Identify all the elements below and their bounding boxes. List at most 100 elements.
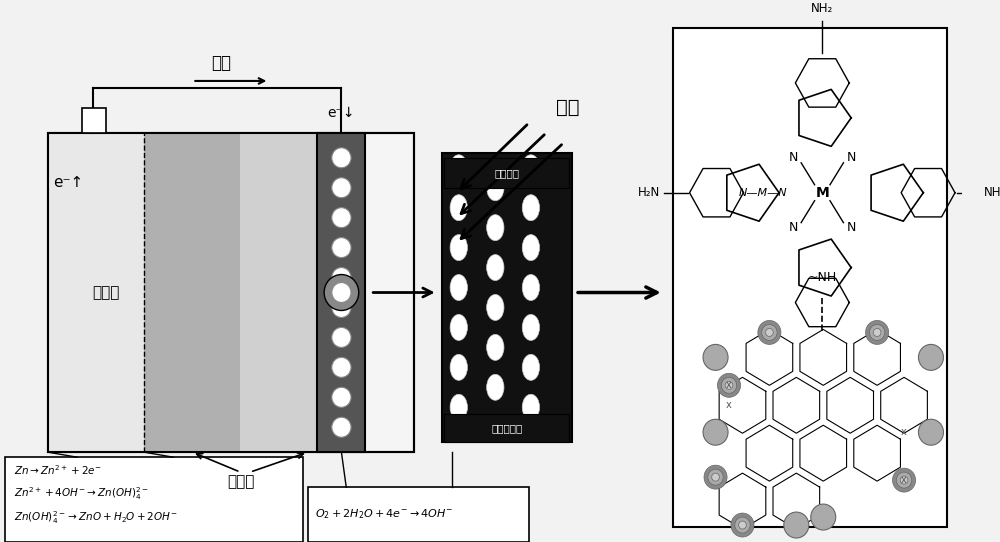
Circle shape bbox=[717, 373, 741, 397]
Text: $Zn \rightarrow Zn^{2+}+2e^{-}$: $Zn \rightarrow Zn^{2+}+2e^{-}$ bbox=[14, 463, 103, 477]
Circle shape bbox=[704, 345, 727, 369]
Circle shape bbox=[332, 282, 351, 302]
Text: e⁻↓: e⁻↓ bbox=[328, 106, 355, 120]
Text: x: x bbox=[726, 401, 732, 410]
Text: $O_2+2H_2O+4e^{-} \rightarrow 4OH^{-}$: $O_2+2H_2O+4e^{-} \rightarrow 4OH^{-}$ bbox=[315, 507, 454, 521]
Text: 放电: 放电 bbox=[211, 54, 231, 72]
Circle shape bbox=[812, 505, 835, 529]
Text: 空气: 空气 bbox=[556, 99, 579, 118]
Circle shape bbox=[332, 208, 351, 228]
Circle shape bbox=[927, 428, 935, 436]
Circle shape bbox=[893, 468, 916, 492]
Text: $Zn(OH)_4^{2-} \rightarrow ZnO+H_2O+2OH^{-}$: $Zn(OH)_4^{2-} \rightarrow ZnO+H_2O+2OH^… bbox=[14, 509, 178, 526]
Ellipse shape bbox=[487, 294, 504, 320]
Bar bbox=[673, 28, 947, 527]
Ellipse shape bbox=[522, 275, 540, 300]
Ellipse shape bbox=[522, 354, 540, 380]
Circle shape bbox=[708, 424, 723, 440]
Circle shape bbox=[712, 428, 719, 436]
Circle shape bbox=[704, 465, 727, 489]
Ellipse shape bbox=[450, 354, 467, 380]
Text: x: x bbox=[901, 427, 907, 437]
Circle shape bbox=[332, 148, 351, 168]
Ellipse shape bbox=[450, 195, 467, 221]
Circle shape bbox=[873, 328, 881, 337]
Bar bbox=[5, 457, 303, 542]
Text: 电解液: 电解液 bbox=[227, 475, 254, 489]
Bar bbox=[48, 133, 414, 452]
Circle shape bbox=[918, 344, 943, 370]
Circle shape bbox=[919, 420, 943, 444]
Circle shape bbox=[708, 350, 723, 365]
Text: N: N bbox=[789, 221, 798, 234]
Circle shape bbox=[739, 521, 746, 529]
Bar bbox=[444, 414, 569, 442]
Ellipse shape bbox=[522, 314, 540, 340]
Text: N: N bbox=[846, 151, 856, 164]
Circle shape bbox=[766, 328, 773, 337]
Circle shape bbox=[869, 325, 885, 340]
Circle shape bbox=[324, 275, 359, 311]
Text: e⁻↑: e⁻↑ bbox=[53, 175, 83, 190]
Circle shape bbox=[896, 472, 912, 488]
Circle shape bbox=[927, 353, 935, 362]
Circle shape bbox=[762, 325, 777, 340]
Text: NH₂: NH₂ bbox=[811, 2, 833, 15]
Ellipse shape bbox=[522, 155, 540, 180]
Text: NH₂: NH₂ bbox=[984, 186, 1000, 199]
Bar bbox=[308, 487, 529, 542]
Circle shape bbox=[919, 345, 943, 369]
Circle shape bbox=[731, 513, 754, 537]
Circle shape bbox=[785, 513, 808, 537]
Bar bbox=[444, 158, 569, 188]
Text: H₂N: H₂N bbox=[638, 186, 660, 199]
Circle shape bbox=[332, 298, 351, 318]
Circle shape bbox=[721, 377, 737, 393]
Text: N: N bbox=[789, 151, 798, 164]
Circle shape bbox=[332, 327, 351, 347]
Circle shape bbox=[332, 237, 351, 257]
Circle shape bbox=[332, 268, 351, 287]
Ellipse shape bbox=[450, 235, 467, 261]
Ellipse shape bbox=[487, 255, 504, 281]
Bar bbox=[240, 133, 317, 452]
Circle shape bbox=[703, 420, 728, 445]
Circle shape bbox=[923, 350, 939, 365]
Circle shape bbox=[789, 517, 804, 533]
Text: $Zn^{2+}+4OH^{-} \rightarrow Zn(OH)_4^{2-}$: $Zn^{2+}+4OH^{-} \rightarrow Zn(OH)_4^{2… bbox=[14, 486, 149, 502]
Bar bbox=[48, 133, 414, 452]
Circle shape bbox=[703, 344, 728, 370]
Text: N—M—N: N—M—N bbox=[738, 188, 787, 198]
Circle shape bbox=[332, 357, 351, 377]
Circle shape bbox=[712, 473, 719, 481]
Circle shape bbox=[866, 320, 889, 344]
Circle shape bbox=[816, 509, 831, 525]
Ellipse shape bbox=[487, 175, 504, 201]
Text: x: x bbox=[726, 380, 732, 390]
Bar bbox=[442, 153, 572, 442]
Circle shape bbox=[918, 420, 943, 445]
Text: x: x bbox=[901, 475, 907, 485]
Ellipse shape bbox=[487, 375, 504, 401]
Circle shape bbox=[923, 424, 939, 440]
Ellipse shape bbox=[450, 394, 467, 420]
Ellipse shape bbox=[487, 334, 504, 360]
Text: N: N bbox=[846, 221, 856, 234]
Ellipse shape bbox=[522, 394, 540, 420]
Text: ~NH: ~NH bbox=[808, 271, 837, 284]
Circle shape bbox=[758, 320, 781, 344]
Circle shape bbox=[332, 178, 351, 198]
Circle shape bbox=[811, 504, 836, 530]
Bar bbox=[82, 108, 106, 133]
Text: 金属锌: 金属锌 bbox=[92, 285, 119, 300]
Ellipse shape bbox=[522, 235, 540, 261]
Text: 导电碳布: 导电碳布 bbox=[494, 168, 519, 178]
Circle shape bbox=[784, 512, 809, 538]
Bar bbox=[48, 133, 221, 452]
Circle shape bbox=[332, 417, 351, 437]
Circle shape bbox=[712, 353, 719, 362]
Ellipse shape bbox=[487, 215, 504, 241]
Circle shape bbox=[735, 517, 750, 533]
Circle shape bbox=[900, 476, 908, 484]
Ellipse shape bbox=[522, 195, 540, 221]
